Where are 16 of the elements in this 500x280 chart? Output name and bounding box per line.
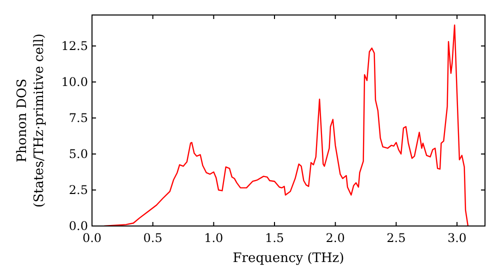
y-tick-label: 7.5 — [68, 110, 88, 125]
y-tick-label: 0.0 — [68, 219, 88, 233]
x-tick-label: 0.5 — [143, 231, 162, 245]
x-axis-title: Frequency (THz) — [232, 251, 344, 266]
y-axis-title: Phonon DOS (States/THz·primitive cell) — [15, 33, 47, 208]
y-tick-label: 2.5 — [68, 182, 88, 197]
x-tick-label: 1.5 — [264, 231, 284, 245]
x-tick-label: 1.0 — [204, 231, 224, 245]
x-tick-label: 2.5 — [386, 231, 406, 245]
y-tick-label: 10.0 — [61, 74, 88, 89]
line-series — [104, 24, 469, 226]
y-tick-label: 12.5 — [61, 38, 88, 53]
y-tick-label: 5.0 — [68, 146, 88, 161]
x-tick-label: 2.0 — [326, 231, 345, 245]
x-tick-label: 3.0 — [447, 231, 467, 245]
x-tick-label: 0.0 — [82, 231, 102, 245]
